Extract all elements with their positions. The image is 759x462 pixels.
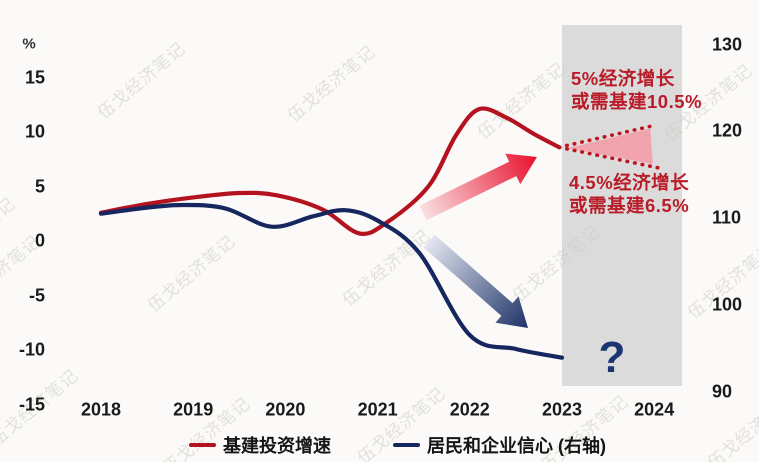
legend-item-confidence: 居民和企业信心 (右轴) (393, 433, 606, 457)
forecast-upper-dotted-line (557, 123, 656, 150)
left-axis-tick-label: -15 (18, 394, 45, 414)
annotation-lower-scenario: 4.5%经济增长 或需基建6.5% (569, 171, 689, 217)
question-mark: ? (598, 333, 626, 382)
annotation-upper-scenario: 5%经济增长 或需基建10.5% (571, 67, 702, 113)
watermark-text: 伍戈经济笔记 (339, 226, 434, 310)
right-axis-tick-label: 120 (712, 120, 743, 141)
x-axis-tick-label: 2021 (357, 399, 398, 420)
x-axis-tick-label: 2024 (634, 399, 675, 420)
watermark-text: 伍戈经济笔记 (284, 42, 379, 126)
forecast-cone (567, 128, 653, 164)
navy-down-arrow (423, 234, 528, 328)
left-axis-tick-label: 10 (24, 121, 45, 142)
x-axis-tick-label: 2023 (541, 399, 583, 420)
x-axis-tick-label: 2018 (80, 399, 122, 420)
left-axis-tick-label: -10 (18, 339, 45, 360)
left-axis-unit: % (22, 35, 36, 53)
x-axis-tick-label: 2022 (449, 399, 490, 420)
left-axis-tick-label: -5 (28, 285, 45, 305)
annotation-upper-line1: 5%经济增长 (571, 68, 675, 89)
watermark-text: 伍戈经济笔记 (94, 39, 189, 123)
left-axis-tick-label: 0 (34, 230, 45, 251)
left-axis-tick-label: 5 (34, 176, 45, 196)
legend: 基建投资增速 居民和企业信心 (右轴) (0, 433, 759, 457)
infrastructure-growth-line (98, 106, 562, 236)
forecast-band (562, 25, 682, 386)
legend-label-infrastructure: 基建投资增速 (223, 436, 331, 456)
forecast-lower-dotted-line (557, 145, 661, 170)
watermark-text: 伍戈经济笔记 (144, 232, 239, 316)
x-axis-tick-label: 2019 (173, 399, 214, 420)
red-up-arrow (419, 153, 537, 221)
right-axis-tick-label: 130 (712, 34, 743, 54)
watermark-text: 伍戈经济笔记 (474, 59, 569, 143)
right-axis-tick-label: 100 (712, 294, 743, 315)
annotation-lower-line1: 4.5%经济增长 (569, 172, 690, 193)
red-line-swatch (189, 443, 216, 447)
legend-item-infrastructure: 基建投资增速 (189, 433, 331, 457)
confidence-line (98, 202, 565, 360)
x-axis-tick-label: 2020 (265, 399, 306, 420)
legend-label-confidence: 居民和企业信心 (右轴) (427, 436, 606, 456)
right-axis-tick-label: 110 (712, 207, 742, 228)
annotation-upper-line2: 或需基建10.5% (571, 91, 702, 112)
left-axis-tick-label: 15 (24, 67, 45, 87)
right-axis-tick-label: 90 (712, 381, 733, 401)
annotation-lower-line2: 或需基建6.5% (569, 195, 690, 216)
navy-line-swatch (393, 443, 420, 447)
